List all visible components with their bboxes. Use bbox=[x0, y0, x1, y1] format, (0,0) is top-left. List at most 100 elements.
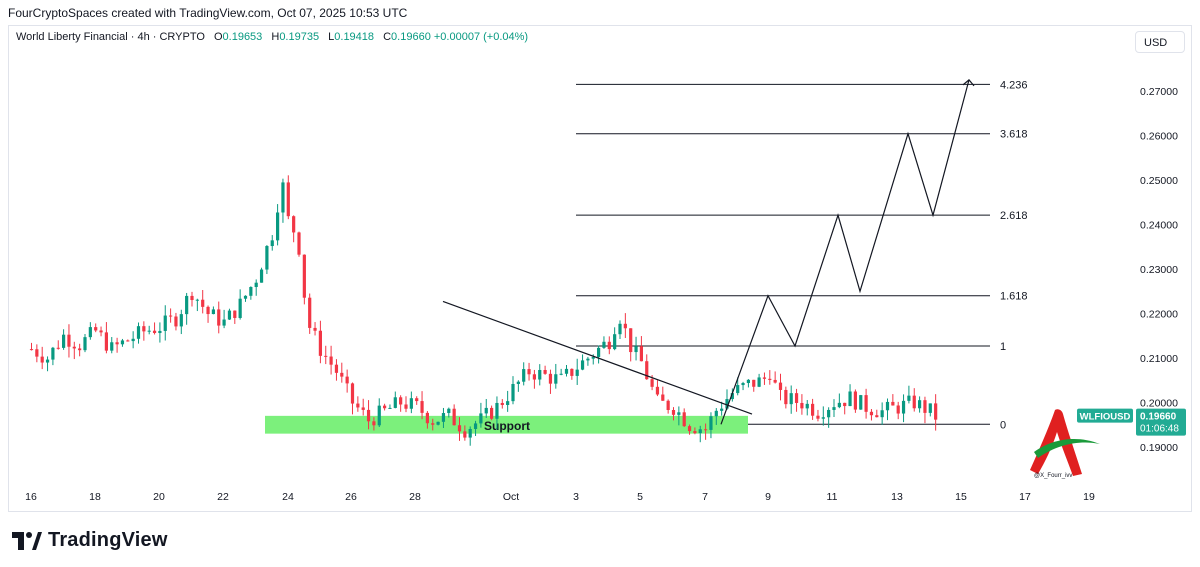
candle-body bbox=[843, 402, 847, 407]
candle-body bbox=[816, 415, 820, 419]
candle-body bbox=[762, 377, 767, 379]
candle-body bbox=[741, 383, 745, 386]
candle-body bbox=[655, 386, 660, 395]
candle-body bbox=[195, 299, 199, 301]
currency-button[interactable]: USD bbox=[1135, 31, 1185, 53]
x-axis-tick: 26 bbox=[345, 491, 357, 503]
candle-body bbox=[131, 338, 135, 342]
candle-body bbox=[409, 398, 413, 409]
candle-body bbox=[249, 287, 253, 296]
ticker-tag bbox=[1077, 408, 1133, 423]
watermark-swoosh bbox=[1034, 438, 1100, 458]
candle-body bbox=[736, 385, 740, 394]
candle-body bbox=[853, 391, 857, 410]
candle-body bbox=[773, 379, 777, 383]
candle-body bbox=[805, 403, 809, 409]
candle-body bbox=[329, 356, 333, 365]
candle-body bbox=[62, 334, 66, 348]
candle-body bbox=[206, 306, 210, 315]
candle-body bbox=[297, 232, 301, 255]
candle-body bbox=[709, 416, 713, 430]
candle-body bbox=[928, 403, 932, 413]
candle-body bbox=[923, 400, 927, 413]
change-value: +0.00007 (+0.04%) bbox=[433, 31, 529, 43]
y-axis-tick: 0.23000 bbox=[1140, 264, 1178, 276]
candle-body bbox=[532, 374, 536, 380]
candle-body bbox=[393, 397, 397, 408]
candle-body bbox=[40, 356, 44, 363]
candle-body bbox=[645, 361, 649, 380]
candle-body bbox=[383, 405, 387, 409]
x-axis-tick: 19 bbox=[1083, 491, 1095, 503]
candle-body bbox=[174, 316, 178, 327]
projection-path[interactable] bbox=[720, 79, 970, 425]
y-axis-tick: 0.24000 bbox=[1140, 220, 1178, 232]
high-label: H bbox=[271, 31, 280, 43]
candle-body bbox=[677, 412, 681, 415]
drawings-layer bbox=[442, 79, 975, 425]
candle-body bbox=[848, 391, 852, 407]
tradingview-logo[interactable]: TradingView bbox=[12, 529, 168, 552]
x-axis-tick: 7 bbox=[702, 491, 708, 503]
watermark-logo: @X_Fourr_ivv bbox=[1030, 409, 1100, 479]
candle-body bbox=[832, 407, 836, 410]
y-axis-tick: 0.19000 bbox=[1140, 442, 1178, 454]
candle-body bbox=[463, 431, 467, 438]
candle-body bbox=[72, 346, 76, 349]
candle-body bbox=[356, 403, 360, 408]
candle-body bbox=[778, 382, 783, 390]
candle-body bbox=[94, 327, 98, 331]
candle-body bbox=[163, 315, 167, 331]
candle-body bbox=[634, 346, 638, 353]
candle-body bbox=[591, 356, 595, 359]
candle-body bbox=[639, 346, 643, 362]
candle-body bbox=[324, 355, 328, 357]
candle-body bbox=[190, 295, 194, 301]
candle-body bbox=[757, 377, 761, 387]
candle-body bbox=[800, 402, 804, 409]
watermark-a-shape bbox=[1030, 409, 1082, 476]
axes-layer: 0.27000 0.26000 0.25000 0.24000 0.23000 0.220… bbox=[25, 86, 1178, 503]
candle-body bbox=[597, 347, 601, 357]
candle-body bbox=[687, 426, 692, 432]
candle-body bbox=[698, 429, 702, 434]
candle-body bbox=[227, 310, 232, 320]
candle-body bbox=[527, 369, 531, 375]
open-label: O bbox=[213, 31, 223, 43]
descending-trendline[interactable] bbox=[442, 300, 753, 415]
candle-body bbox=[318, 330, 322, 356]
candle-body bbox=[613, 334, 617, 350]
support-zone-layer: Support bbox=[265, 415, 748, 434]
symbol-title[interactable]: World Liberty Financial · 4h · CRYPTO bbox=[16, 31, 205, 43]
candle-body bbox=[29, 349, 34, 351]
candle-body bbox=[415, 398, 419, 402]
candle-body bbox=[350, 383, 355, 404]
candle-body bbox=[179, 314, 183, 327]
candle-body bbox=[511, 383, 515, 402]
candle-body bbox=[286, 182, 290, 217]
low-value: 0.19418 bbox=[334, 31, 375, 43]
candle-body bbox=[404, 404, 408, 409]
candle-body bbox=[281, 182, 285, 213]
candle-body bbox=[473, 423, 478, 429]
candle-body bbox=[452, 408, 456, 426]
candle-body bbox=[548, 373, 553, 384]
fib-level-label: 1.618 bbox=[1000, 291, 1028, 303]
x-axis-tick: 16 bbox=[25, 491, 37, 503]
candle-body bbox=[821, 417, 825, 419]
candle-body bbox=[682, 412, 686, 427]
support-zone bbox=[265, 415, 748, 434]
candle-body bbox=[730, 393, 734, 400]
candle-body bbox=[136, 326, 141, 339]
candle-body bbox=[431, 423, 435, 425]
candle-body bbox=[436, 421, 440, 425]
candle-body bbox=[441, 413, 446, 422]
fib-level-label: 1 bbox=[1000, 341, 1006, 353]
candle-body bbox=[366, 409, 371, 422]
candle-body bbox=[270, 240, 274, 247]
candle-body bbox=[570, 368, 574, 376]
candle-body bbox=[67, 334, 71, 347]
candle-body bbox=[120, 340, 125, 345]
